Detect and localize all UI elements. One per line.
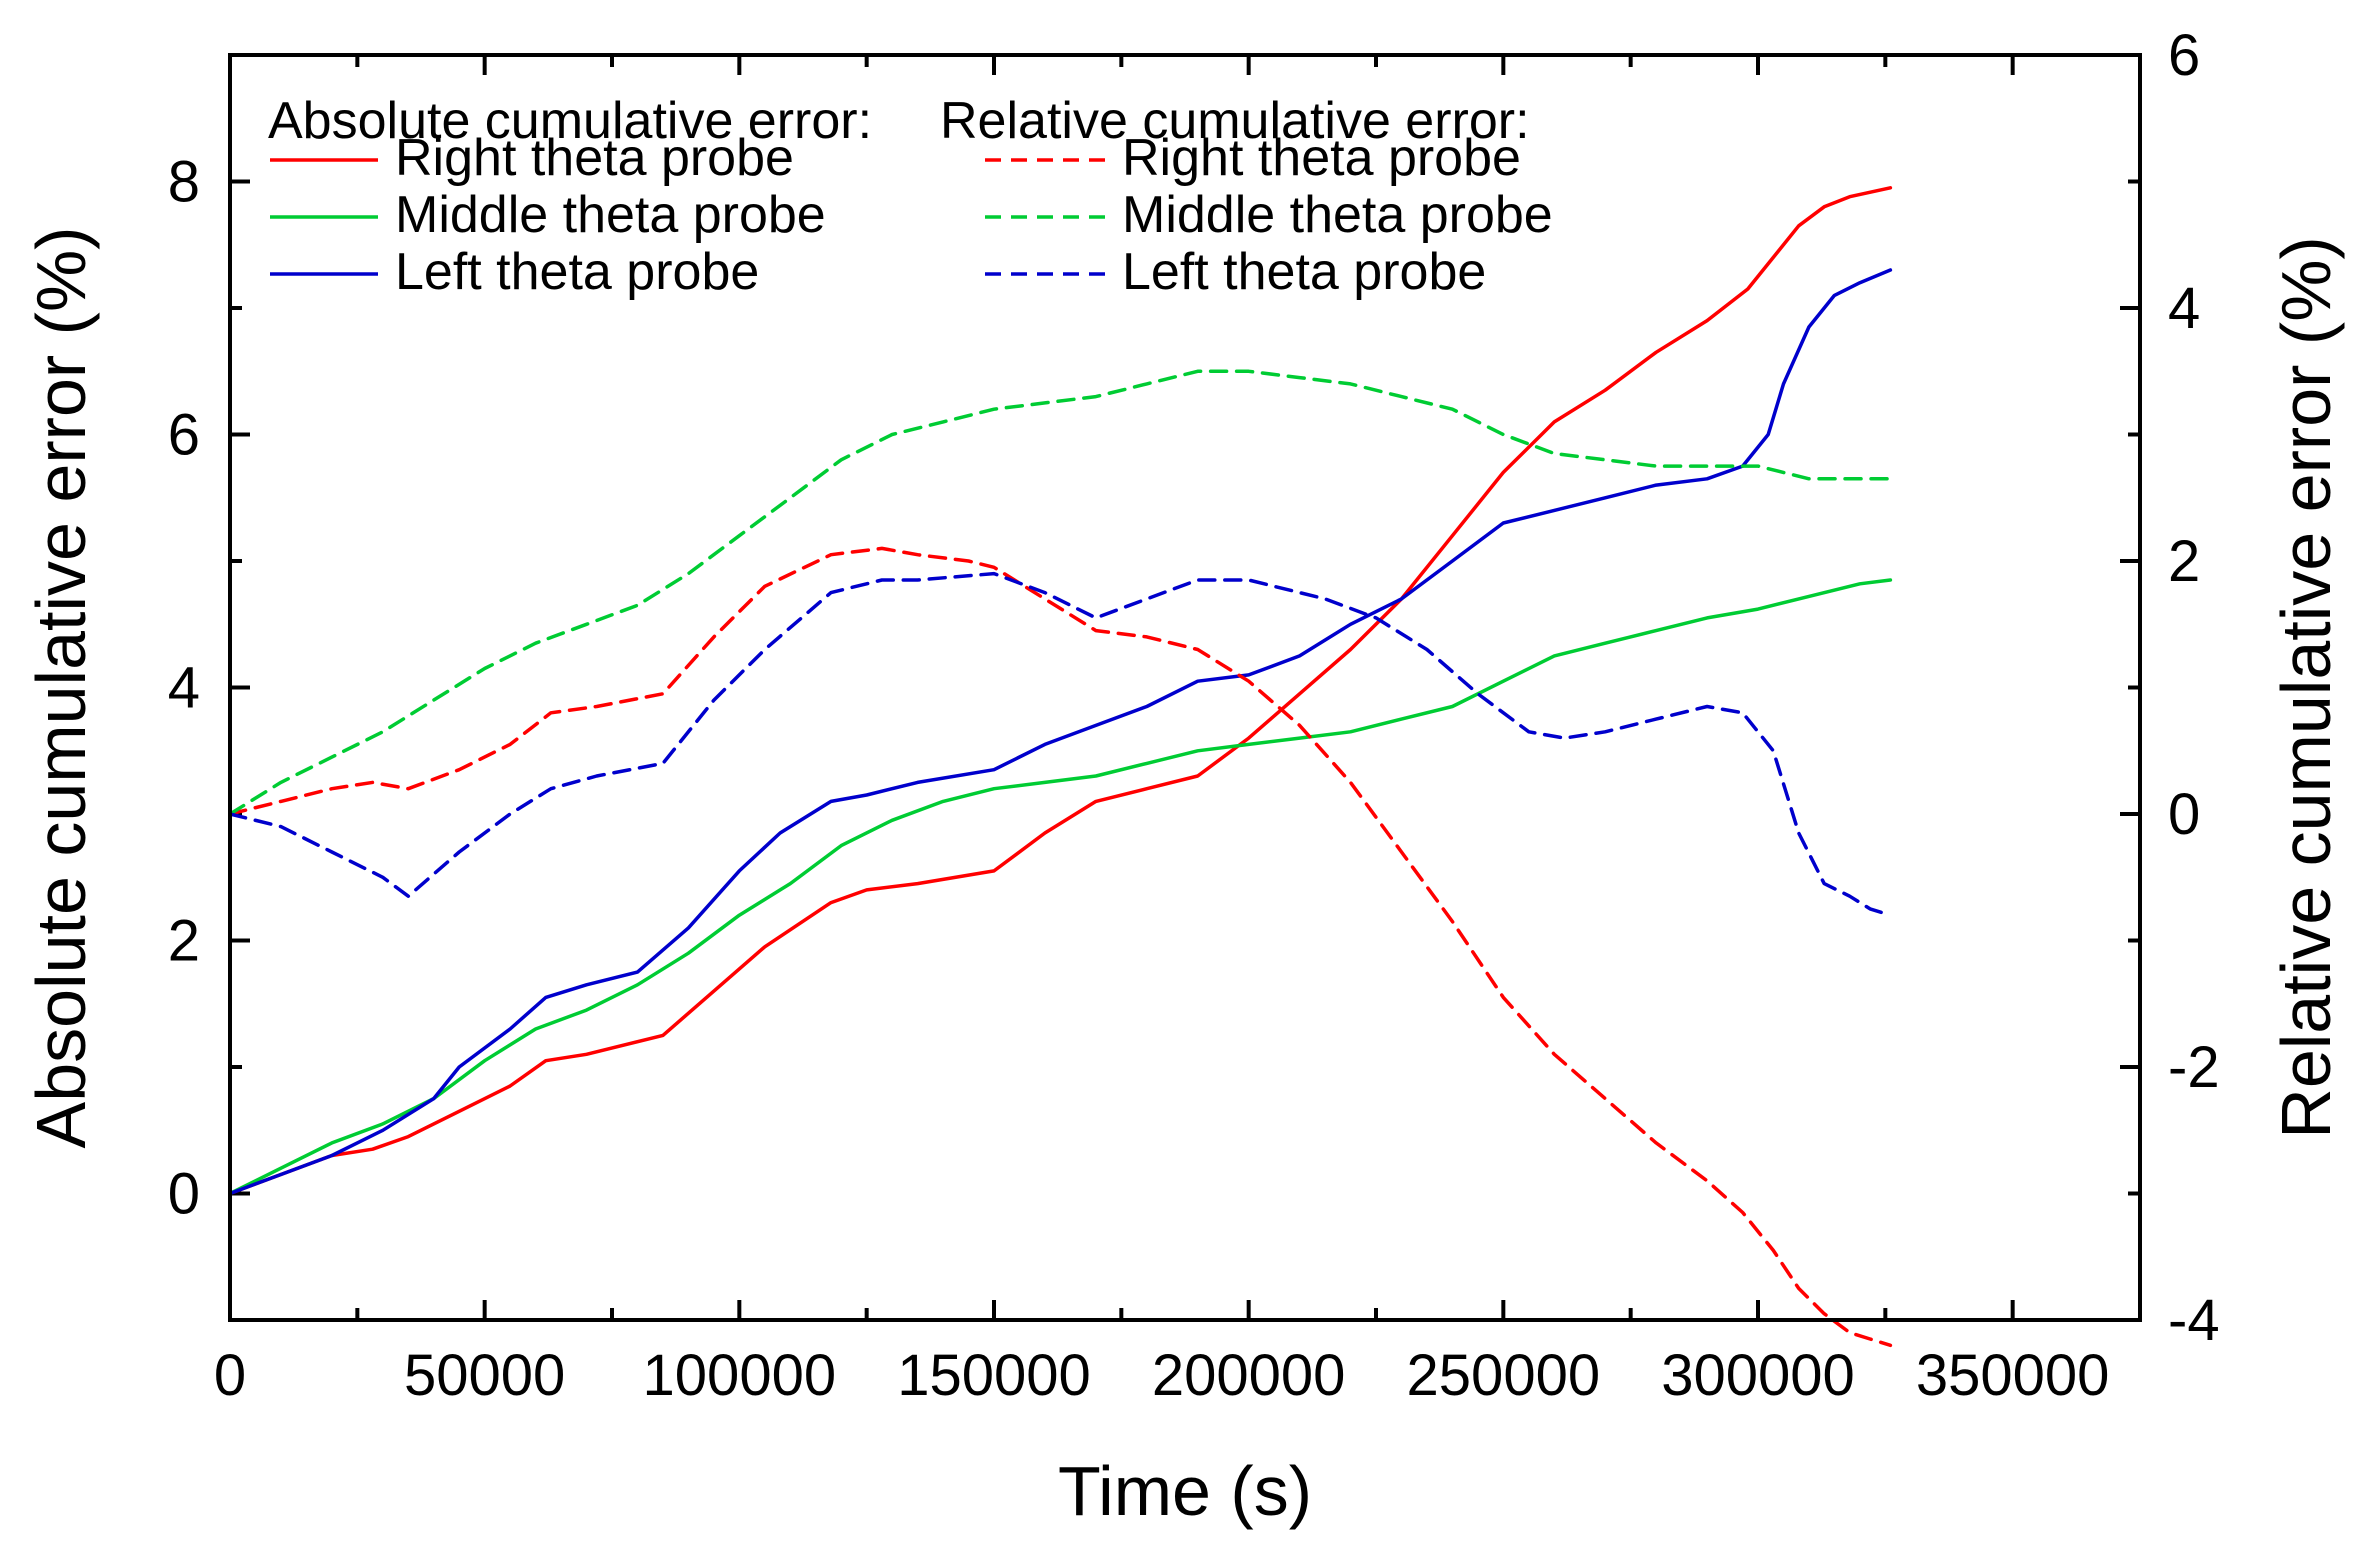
- left-y-axis-ticks: 0 2 4 6 8: [168, 53, 250, 1322]
- right-y-tick-label: 0: [2168, 782, 2200, 847]
- left-y-tick-label: 6: [168, 403, 200, 468]
- plot-frame: [228, 53, 2142, 1322]
- legend-label-relative: Left theta probe: [1122, 243, 1486, 301]
- legend: Absolute cumulative error: Relative cumu…: [268, 92, 1553, 301]
- x-tick-label: 300000: [1661, 1343, 1855, 1408]
- absolute-right-theta-probe-line: [228, 186, 1893, 1196]
- left-y-tick-label: 2: [168, 909, 200, 974]
- x-tick-label: 100000: [643, 1343, 837, 1408]
- relative-left-theta-probe-line: [228, 571, 1893, 917]
- left-y-tick-label: 8: [168, 150, 200, 215]
- relative-right-theta-probe-line: [228, 546, 1893, 1348]
- plot-series: [228, 186, 1893, 1348]
- x-tick-label: 50000: [404, 1343, 565, 1408]
- right-y-axis-ticks: -4 -2 0 2 4 6: [2120, 23, 2220, 1353]
- absolute-left-theta-probe-line: [228, 268, 1893, 1196]
- legend-relative-heading: Relative cumulative error:: [940, 92, 1530, 150]
- left-y-tick-label: 0: [168, 1162, 200, 1227]
- left-y-tick-label: 4: [168, 656, 200, 721]
- legend-label-absolute: Middle theta probe: [395, 186, 826, 244]
- legend-absolute-heading: Absolute cumulative error:: [268, 92, 872, 150]
- right-y-tick-label: 6: [2168, 23, 2200, 88]
- right-y-tick-label: -4: [2168, 1288, 2220, 1353]
- x-axis-ticks: 0 50000 100000 150000 200000 250000 300000 3500…: [214, 55, 2142, 1408]
- x-tick-label: 0: [214, 1343, 246, 1408]
- legend-label-relative: Middle theta probe: [1122, 186, 1553, 244]
- x-tick-label: 150000: [897, 1343, 1091, 1408]
- x-axis-title: Time (s): [1058, 1452, 1312, 1530]
- legend-label-absolute: Left theta probe: [395, 243, 759, 301]
- relative-middle-theta-probe-line: [228, 369, 1893, 816]
- legend-label-relative: Right theta probe: [1122, 129, 1521, 187]
- left-y-axis-title: Absolute cumulative error (%): [22, 227, 100, 1149]
- x-tick-label: 200000: [1152, 1343, 1346, 1408]
- right-y-tick-label: -2: [2168, 1035, 2220, 1100]
- x-tick-label: 350000: [1916, 1343, 2110, 1408]
- absolute-middle-theta-probe-line: [228, 578, 1893, 1196]
- right-y-axis-title: Relative cumulative error (%): [2267, 236, 2345, 1138]
- x-tick-label: 250000: [1407, 1343, 1601, 1408]
- right-y-tick-label: 2: [2168, 529, 2200, 594]
- legend-label-absolute: Right theta probe: [395, 129, 794, 187]
- right-y-tick-label: 4: [2168, 276, 2200, 341]
